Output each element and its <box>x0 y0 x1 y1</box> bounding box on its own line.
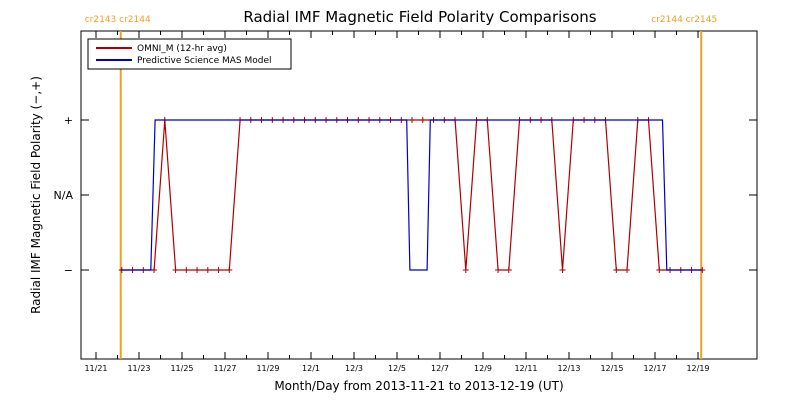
series-layer <box>118 117 706 273</box>
legend-label-mas: Predictive Science MAS Model <box>137 56 272 66</box>
x-tick-label: 12/15 <box>600 364 623 373</box>
x-axis-ticks: 11/21 11/23 11/25 11/27 11/29 12/1 12/3 12/5 12/… <box>84 31 710 373</box>
x-tick-label: 12/11 <box>514 364 537 373</box>
data-point-marker <box>419 117 426 123</box>
carrington-labels: cr2143 cr2144 cr2144 cr2145 <box>85 15 717 25</box>
x-tick-label: 11/21 <box>84 364 107 373</box>
x-tick-label: 12/19 <box>686 364 709 373</box>
y-axis-ticks: + N/A − <box>54 114 757 277</box>
data-point-marker <box>183 267 190 273</box>
data-point-marker <box>559 267 566 273</box>
plot-frame <box>80 30 758 360</box>
x-tick-label: 11/29 <box>256 364 279 373</box>
x-axis-label: Month/Day from 2013-11-21 to 2013-12-19 … <box>274 379 563 393</box>
x-tick-label: 12/3 <box>345 364 363 373</box>
data-point-marker <box>172 267 179 273</box>
y-tick-label: N/A <box>54 189 74 202</box>
y-tick-label: + <box>64 114 73 127</box>
carrington-lines <box>119 31 703 359</box>
carrington-label: cr2143 cr2144 <box>85 15 151 25</box>
series-line-1 <box>120 119 703 271</box>
data-point-marker <box>151 267 158 273</box>
data-point-marker <box>495 267 502 273</box>
data-point-marker <box>409 117 416 123</box>
data-point-marker <box>624 267 631 273</box>
data-point-marker <box>505 267 512 273</box>
x-tick-label: 12/9 <box>474 364 492 373</box>
x-tick-label: 12/1 <box>302 364 320 373</box>
data-point-marker <box>462 267 469 273</box>
x-tick-label: 11/27 <box>213 364 236 373</box>
x-tick-label: 12/13 <box>557 364 580 373</box>
x-tick-label: 11/25 <box>170 364 193 373</box>
y-axis-label: Radial IMF Magnetic Field Polarity (−,+) <box>29 76 43 314</box>
x-tick-label: 11/23 <box>127 364 150 373</box>
legend-label-omni: OMNI_M (12-hr avg) <box>137 44 227 54</box>
x-tick-label: 12/17 <box>643 364 666 373</box>
data-point-marker <box>226 267 233 273</box>
data-point-marker <box>656 267 663 273</box>
chart-title: Radial IMF Magnetic Field Polarity Compa… <box>243 8 596 26</box>
legend: OMNI_M (12-hr avg) Predictive Science MA… <box>87 38 292 70</box>
x-tick-label: 12/7 <box>431 364 449 373</box>
data-point-marker <box>613 267 620 273</box>
series-line-0 <box>121 119 703 271</box>
data-point-marker <box>194 267 201 273</box>
data-point-marker <box>204 267 211 273</box>
data-point-marker <box>215 267 222 273</box>
y-tick-label: − <box>64 264 73 277</box>
legend-box <box>87 38 292 70</box>
carrington-label: cr2144 cr2145 <box>651 15 717 25</box>
x-tick-label: 12/5 <box>388 364 406 373</box>
